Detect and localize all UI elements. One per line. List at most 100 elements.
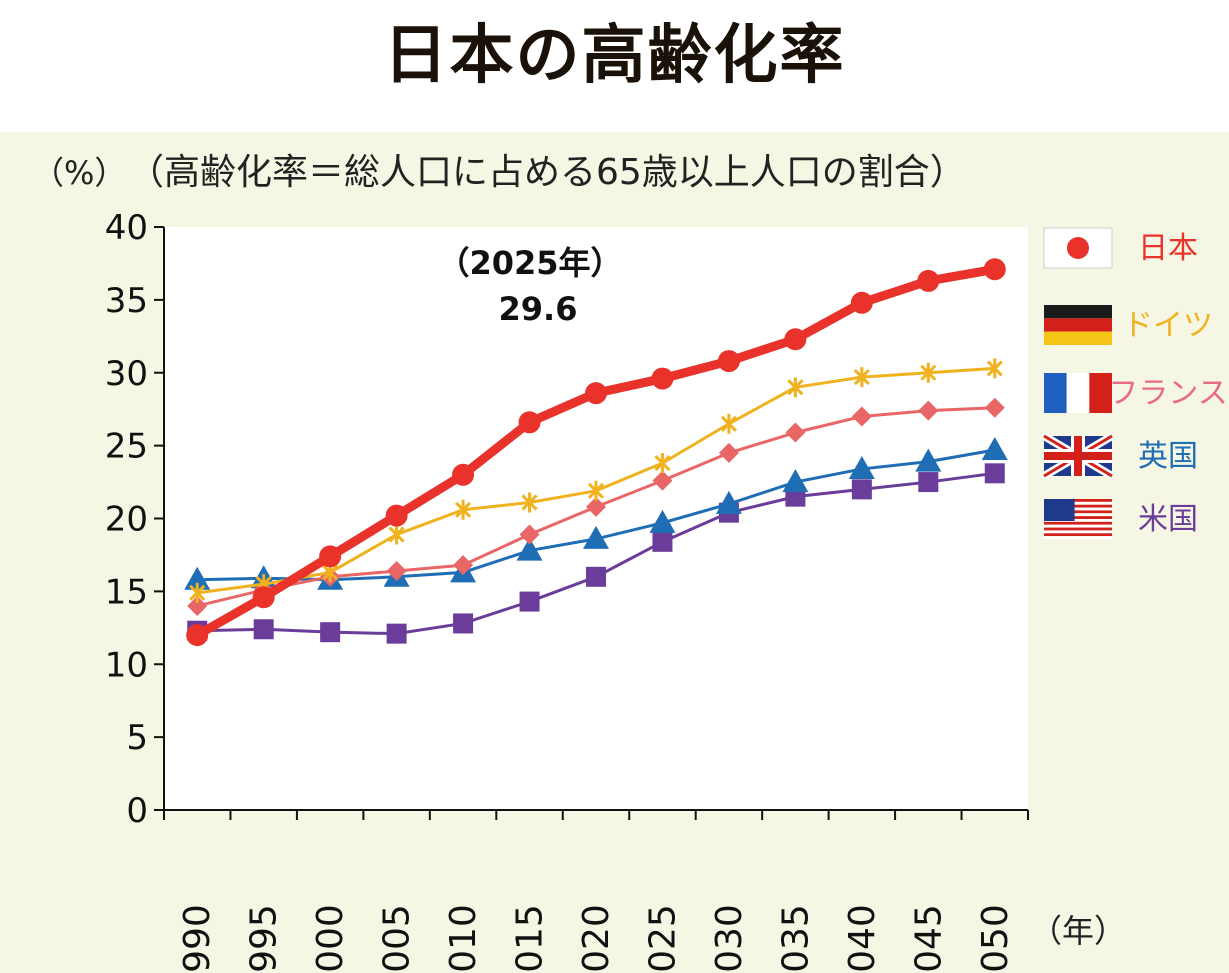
data-point xyxy=(583,525,609,549)
data-point xyxy=(252,586,275,609)
legend-item: 英国 xyxy=(1041,432,1198,480)
page-title: 日本の高齢化率 xyxy=(383,19,846,93)
japan-flag xyxy=(1043,227,1113,269)
data-point xyxy=(920,362,937,383)
data-point xyxy=(320,622,341,643)
y-tick-label: 0 xyxy=(126,791,148,831)
x-axis-unit: （年） xyxy=(1030,912,1126,950)
data-point xyxy=(720,413,737,434)
series-日本 xyxy=(186,258,1006,647)
x-tick-label: 2030 xyxy=(709,904,750,973)
data-point xyxy=(918,472,939,493)
y-tick-label: 25 xyxy=(105,427,148,467)
data-point xyxy=(717,350,740,373)
x-tick-label: 2045 xyxy=(908,904,949,973)
legend-label: ドイツ xyxy=(1123,308,1213,343)
series-layer xyxy=(184,258,1008,647)
x-tick-label: 1995 xyxy=(244,904,285,973)
data-point xyxy=(453,555,474,576)
data-point xyxy=(918,400,939,421)
chart-panel: （%） （高齢化率＝総人口に占める65歳以上人口の割合） 0 5 10 15 20 25 3… xyxy=(0,132,1229,973)
data-point xyxy=(651,367,674,390)
data-point xyxy=(853,367,870,388)
data-point xyxy=(385,504,408,527)
y-tick-label: 15 xyxy=(105,572,148,612)
data-point xyxy=(652,470,673,491)
data-point xyxy=(984,463,1005,484)
legend-label: 英国 xyxy=(1138,439,1198,474)
uk-flag xyxy=(1041,432,1115,480)
us-flag xyxy=(1044,499,1112,539)
legend-label: フランス xyxy=(1108,376,1227,411)
data-point xyxy=(521,492,538,513)
data-point xyxy=(253,619,274,640)
data-point xyxy=(386,623,407,644)
data-point xyxy=(455,499,472,520)
germany-flag xyxy=(1044,305,1112,345)
data-point xyxy=(452,463,475,486)
x-tick-label: 2025 xyxy=(642,904,683,973)
data-point xyxy=(984,397,1005,418)
data-point xyxy=(519,591,540,612)
data-point xyxy=(187,595,208,616)
annotation-value: 29.6 xyxy=(499,290,578,328)
legend-item: フランス xyxy=(1044,373,1228,413)
data-point xyxy=(784,328,807,351)
data-point xyxy=(649,509,676,533)
data-point xyxy=(585,382,607,405)
data-point xyxy=(652,531,673,552)
data-point xyxy=(586,496,606,517)
y-tick-label: 40 xyxy=(105,208,148,248)
data-point xyxy=(787,377,804,398)
data-point xyxy=(516,537,543,561)
legend-label: 日本 xyxy=(1138,231,1198,266)
legend-item: ドイツ xyxy=(1044,305,1213,345)
x-tick-label: 2000 xyxy=(310,904,351,973)
x-tick-label: 1990 xyxy=(177,904,218,973)
data-point xyxy=(981,436,1008,460)
x-tick-label: 2035 xyxy=(775,904,816,973)
legend-label: 米国 xyxy=(1138,502,1198,537)
y-axis-unit: （%） xyxy=(32,154,126,192)
x-tick-label: 2010 xyxy=(443,904,484,973)
y-tick-label: 10 xyxy=(105,645,148,685)
data-point xyxy=(186,624,209,647)
data-point xyxy=(184,566,211,590)
data-point xyxy=(715,490,742,514)
data-point xyxy=(983,258,1006,281)
data-point xyxy=(319,545,342,568)
data-point xyxy=(986,358,1003,379)
data-point xyxy=(453,613,474,634)
line-chart: （%） （高齢化率＝総人口に占める65歳以上人口の割合） 05101520253… xyxy=(32,152,1228,973)
data-point xyxy=(654,453,671,474)
legend-item: 日本 xyxy=(1043,227,1198,269)
y-tick-label: 30 xyxy=(105,354,148,394)
y-tick-label: 20 xyxy=(105,500,148,540)
data-point xyxy=(848,455,875,479)
x-tick-label: 2040 xyxy=(842,904,883,973)
annotation-label: （2025年） xyxy=(437,244,622,282)
series-フランス xyxy=(187,397,1005,616)
data-point xyxy=(917,269,940,292)
data-point xyxy=(189,582,206,603)
x-tick-label: 2050 xyxy=(975,904,1016,973)
data-point xyxy=(915,448,942,472)
y-tick-label: 35 xyxy=(105,281,148,321)
data-point xyxy=(519,524,540,545)
data-point xyxy=(518,411,541,434)
data-point xyxy=(386,560,407,581)
x-tick-label: 2020 xyxy=(576,904,617,973)
data-point xyxy=(851,406,872,427)
data-point xyxy=(587,480,605,501)
legend-item: 米国 xyxy=(1044,499,1198,539)
y-tick-label: 5 xyxy=(126,718,148,758)
data-point xyxy=(718,442,739,463)
france-flag xyxy=(1044,373,1112,413)
plot-area xyxy=(164,227,1028,810)
x-tick-label: 2005 xyxy=(377,904,418,973)
data-point xyxy=(850,291,873,314)
data-point xyxy=(388,524,405,545)
x-tick-label: 2015 xyxy=(510,904,551,973)
